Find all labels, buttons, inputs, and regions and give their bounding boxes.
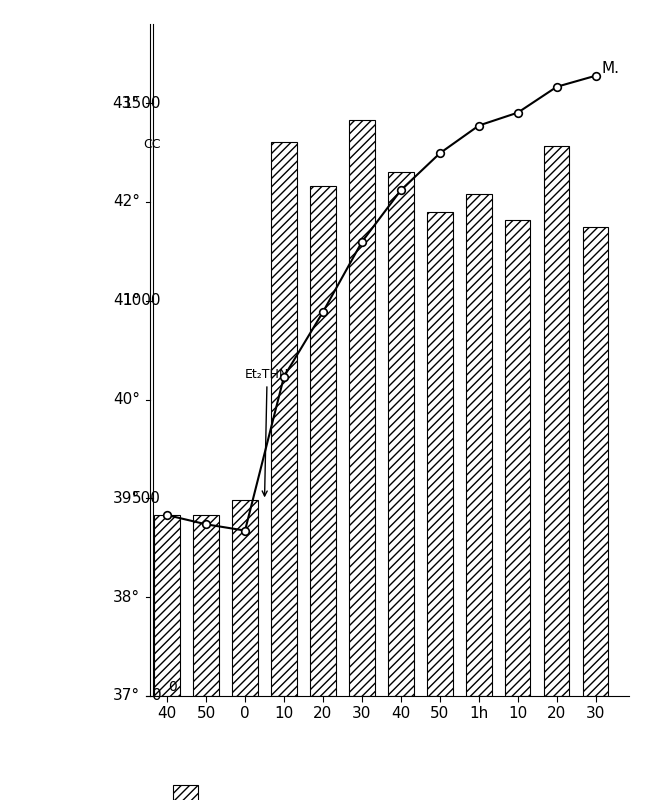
Text: 38°: 38° — [113, 590, 140, 605]
Bar — [232, 500, 258, 696]
Bar — [271, 142, 297, 696]
Bar — [466, 194, 491, 696]
Text: CC: CC — [144, 138, 162, 150]
Text: 500: 500 — [132, 491, 162, 506]
Text: 1000: 1000 — [122, 294, 162, 308]
Text: 42°: 42° — [113, 194, 140, 210]
Text: 43°: 43° — [113, 95, 140, 110]
Text: 1500: 1500 — [122, 95, 162, 110]
Text: 39°: 39° — [113, 491, 140, 506]
Text: 41°: 41° — [113, 294, 140, 308]
Bar — [583, 227, 608, 696]
Text: 0: 0 — [168, 680, 177, 694]
Text: 37°: 37° — [113, 689, 140, 703]
Bar — [350, 120, 375, 696]
Bar — [505, 220, 530, 696]
Bar — [388, 172, 414, 696]
Text: Et₂THN: Et₂THN — [245, 368, 289, 496]
Bar — [310, 186, 336, 696]
Text: M.: M. — [602, 61, 620, 76]
Bar — [193, 515, 218, 696]
Bar — [427, 212, 453, 696]
Bar — [173, 785, 198, 800]
Text: 0: 0 — [152, 689, 162, 703]
Text: 40°: 40° — [113, 392, 140, 407]
Bar — [154, 515, 180, 696]
Bar — [544, 146, 569, 696]
